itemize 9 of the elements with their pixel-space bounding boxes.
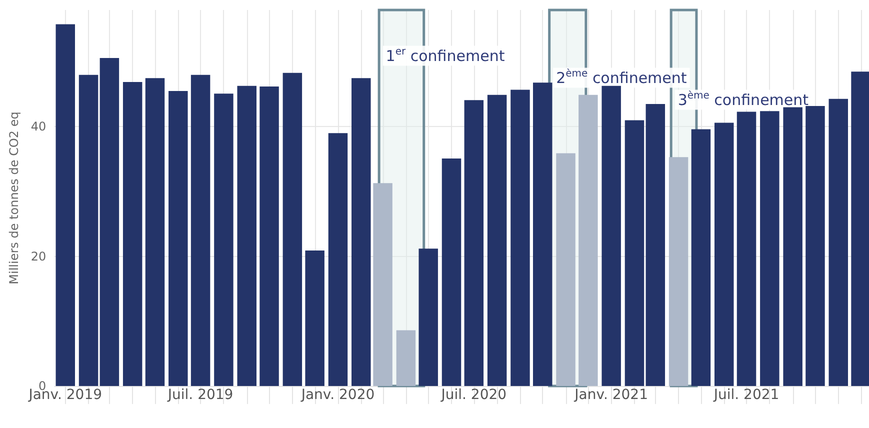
x-tick-label: Janv. 2019 bbox=[28, 387, 102, 403]
x-tick-label: Juil. 2021 bbox=[712, 387, 780, 403]
y-tick-label: 40 bbox=[30, 120, 46, 134]
x-tick-label: Juil. 2019 bbox=[166, 387, 234, 403]
x-tick-label: Janv. 2020 bbox=[300, 387, 375, 403]
y-axis-title: Milliers de tonnes de CO2 eq bbox=[7, 112, 21, 284]
x-tick-label: Juil. 2020 bbox=[440, 387, 507, 403]
y-tick-label: 20 bbox=[30, 249, 46, 264]
x-tick-label: Janv. 2021 bbox=[574, 387, 648, 403]
